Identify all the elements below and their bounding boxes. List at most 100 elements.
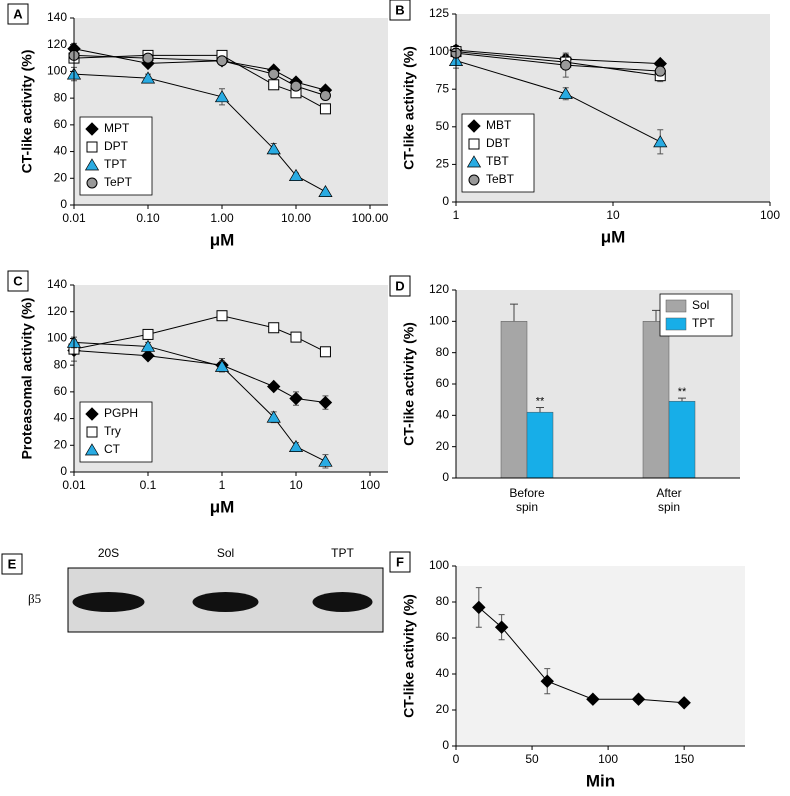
- legend-marker: [467, 119, 481, 133]
- x-tick-label: After spin: [656, 486, 681, 514]
- x-tick-label: 10.00: [281, 211, 311, 225]
- x-tick-label: 10: [606, 208, 620, 222]
- y-tick-label: 40: [436, 666, 450, 680]
- error-bar: [536, 407, 544, 413]
- marker: [560, 59, 572, 71]
- legend-label: TBT: [486, 154, 509, 168]
- y-tick-label: 140: [47, 10, 67, 24]
- legend-marker: [466, 155, 482, 168]
- y-tick-label: 0: [442, 470, 449, 484]
- blot-band: [312, 592, 373, 612]
- marker: [631, 692, 646, 706]
- x-axis-label: μM: [210, 230, 235, 249]
- legend-marker: [84, 158, 100, 171]
- marker: [289, 391, 303, 406]
- legend-marker: [86, 177, 98, 189]
- marker: [216, 310, 228, 322]
- marker: [318, 454, 333, 467]
- error-bar: [652, 309, 660, 322]
- x-tick-label: 100: [360, 478, 380, 492]
- legend-label: DPT: [104, 139, 129, 153]
- legend-swatch: [665, 299, 687, 313]
- y-tick-label: 120: [429, 282, 449, 296]
- x-tick-label: 10: [289, 478, 303, 492]
- y-tick-label: 120: [47, 37, 67, 51]
- x-tick-label: 0: [453, 752, 460, 766]
- plot-background: [456, 566, 745, 746]
- y-tick-label: 40: [54, 144, 68, 158]
- marker: [214, 359, 230, 372]
- y-tick-label: 25: [436, 157, 450, 171]
- legend-label: DBT: [486, 136, 511, 150]
- marker: [288, 439, 304, 452]
- marker: [290, 80, 302, 92]
- error-bar: [510, 303, 518, 322]
- panel-letter-box: [7, 3, 29, 25]
- y-tick-label: 120: [47, 304, 67, 318]
- legend-label: PGPH: [104, 406, 138, 420]
- y-axis-label: CT-like activity (%): [19, 50, 35, 174]
- legend-label: MPT: [104, 121, 130, 135]
- y-tick-label: 60: [54, 117, 68, 131]
- y-tick-label: 100: [47, 64, 67, 78]
- y-tick-label: 80: [436, 594, 450, 608]
- x-tick-label: 0.10: [136, 211, 160, 225]
- y-tick-label: 0: [60, 464, 67, 478]
- y-tick-label: 40: [436, 408, 450, 422]
- lane-label: TPT: [331, 546, 354, 560]
- legend-swatch: [665, 317, 687, 331]
- legend-marker: [86, 141, 98, 153]
- x-tick-label: 0.1: [140, 478, 157, 492]
- lane-label: 20S: [98, 546, 119, 560]
- x-tick-label: 150: [674, 752, 694, 766]
- x-tick-label: 100: [760, 208, 780, 222]
- series-line: [478, 607, 685, 704]
- panel-letter-box: [7, 270, 29, 292]
- marker: [653, 135, 668, 148]
- bar: [500, 321, 528, 479]
- y-tick-label: 100: [47, 331, 67, 345]
- y-tick-label: 20: [54, 437, 68, 451]
- y-tick-label: 0: [60, 197, 67, 211]
- marker: [140, 71, 156, 84]
- x-tick-label: 0.01: [62, 478, 86, 492]
- y-tick-label: 100: [429, 314, 449, 328]
- y-tick-label: 60: [436, 630, 450, 644]
- marker: [472, 600, 486, 615]
- blot-band: [192, 592, 259, 612]
- panel-letter: A: [13, 6, 23, 21]
- marker: [319, 103, 331, 115]
- panel-letter: D: [395, 278, 404, 293]
- legend-marker: [468, 174, 480, 186]
- x-axis-label: μM: [210, 497, 235, 516]
- panel-letter-box: [389, 275, 411, 297]
- bar: [642, 321, 670, 479]
- marker: [288, 168, 304, 181]
- marker: [214, 90, 230, 103]
- x-tick-label: 0.01: [62, 211, 86, 225]
- marker: [558, 87, 573, 100]
- error-bar: [678, 397, 686, 402]
- lane-label: Sol: [217, 546, 234, 560]
- y-tick-label: 0: [442, 738, 449, 752]
- y-tick-label: 125: [429, 6, 449, 20]
- blot-band: [72, 592, 145, 612]
- legend-label: CT: [104, 442, 121, 456]
- band-label: β5: [28, 591, 41, 606]
- panel-letter-box: [389, 551, 411, 573]
- y-tick-label: 0: [442, 194, 449, 208]
- legend-label: TePT: [104, 175, 133, 189]
- y-axis-label: CT-like activity (%): [401, 322, 417, 446]
- bar: [668, 400, 696, 479]
- panel-letter: F: [396, 554, 404, 569]
- x-tick-label: 1.00: [210, 211, 234, 225]
- marker: [586, 692, 600, 706]
- legend-marker: [86, 426, 98, 438]
- legend-label: MBT: [486, 118, 512, 132]
- y-tick-label: 20: [436, 439, 450, 453]
- y-tick-label: 100: [429, 44, 449, 58]
- marker: [654, 65, 666, 77]
- y-axis-label: CT-like activity (%): [401, 46, 417, 170]
- marker: [268, 322, 280, 334]
- y-tick-label: 20: [54, 170, 68, 184]
